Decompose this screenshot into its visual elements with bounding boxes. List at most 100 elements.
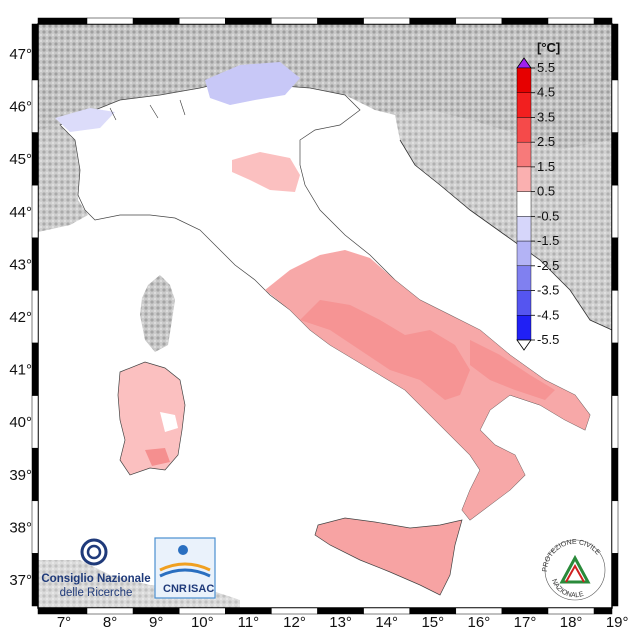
colorbar-segment (516, 141, 532, 168)
frame-scale-bars (31, 17, 619, 615)
adriatic-coast (399, 139, 612, 331)
latitude-tick-label: 41° (9, 362, 32, 379)
colorbar-label: 5.5 (537, 60, 555, 75)
longitude-tick-label: 17° (514, 614, 537, 631)
frame-bar-left (31, 237, 39, 291)
frame-bar-top (225, 17, 272, 25)
colorbar: [°C] 5.5 4.5 3.5 2.5 1.5 0.5 -0.5 -1.5 -2.5 -3.5 -… (516, 40, 560, 351)
colorbar-label: -5.5 (537, 332, 559, 347)
isac-isac-text: ISAC (188, 583, 214, 595)
lakes (109, 99, 186, 121)
longitude-tick-label: 9° (149, 614, 163, 631)
colorbar-segment (516, 92, 532, 118)
anomaly-south-core (300, 300, 470, 400)
colorbar-segment (516, 67, 532, 93)
frame-bar-right (611, 342, 619, 396)
colorbar-label: 0.5 (537, 184, 555, 199)
longitude-labels: 7° 8° 9° 10° 11° 12° 13° 14° 15° 16° 17° 18° 19° (57, 614, 629, 631)
frame-bar-left (31, 395, 39, 449)
frame-bar-right (611, 290, 619, 344)
frame-bar-top (409, 17, 457, 25)
sardinia-warm-spot (145, 448, 170, 466)
frame-bar-top (593, 17, 613, 25)
colorbar-label: 3.5 (537, 109, 555, 124)
frame-bar-left (31, 500, 39, 554)
isac-cnr-text: CNR (163, 583, 187, 595)
frame-bar-left (31, 553, 39, 607)
latitude-tick-label: 45° (9, 151, 32, 168)
sardinia (117, 361, 186, 476)
longitude-tick-label: 18° (560, 614, 583, 631)
frame-bar-left (31, 342, 39, 396)
cnr-logo: Consiglio Nazionale delle Ricerche (41, 538, 151, 599)
longitude-tick-label: 16° (468, 614, 491, 631)
cnr-name-line2: delle Ricerche (60, 587, 133, 599)
frame-bar-right (611, 500, 619, 554)
latitude-tick-label: 46° (9, 99, 32, 116)
latitude-tick-label: 44° (9, 204, 32, 221)
corsica-relief (140, 275, 175, 352)
anomaly-puglia (470, 340, 555, 400)
colorbar-segment (516, 117, 532, 143)
latitude-tick-label: 38° (9, 519, 32, 536)
frame-bar-top (317, 17, 364, 25)
longitude-tick-label: 7° (57, 614, 71, 631)
sardinia-white-spot (160, 412, 178, 432)
frame-bar-left (31, 132, 39, 186)
colorbar-label: 4.5 (537, 85, 555, 100)
anomaly-emilia (232, 152, 300, 192)
frame-bar-top (132, 17, 180, 25)
frame-bar-top (178, 17, 226, 25)
frame-bar-top (455, 17, 503, 25)
colorbar-segment (516, 290, 532, 316)
colorbar-under-arrow (516, 339, 532, 351)
colorbar-segment (516, 240, 532, 267)
frame-bar-right (611, 132, 619, 186)
sicily (314, 517, 463, 596)
colorbar-segment (516, 191, 532, 217)
frame-bar-right (611, 553, 619, 607)
alps-relief (38, 24, 612, 150)
longitude-tick-label: 12° (283, 614, 306, 631)
colorbar-label: -1.5 (537, 233, 559, 248)
colorbar-unit: [°C] (537, 40, 560, 55)
frame-bar-right (611, 237, 619, 291)
latitude-tick-label: 47° (9, 46, 32, 63)
frame-bar-top (86, 17, 134, 25)
colorbar-label: -3.5 (537, 283, 559, 298)
frame-bar-left (31, 79, 39, 133)
colorbar-segment (516, 166, 532, 192)
frame-bar-right (611, 395, 619, 449)
frame-bar-bottom (593, 607, 613, 615)
frame-bar-left (31, 184, 39, 239)
latitude-tick-label: 42° (9, 309, 32, 326)
frame-bar-right (611, 79, 619, 133)
colorbar-segment (516, 315, 532, 341)
france-relief (38, 125, 88, 232)
colorbar-label: -0.5 (537, 208, 559, 223)
balkans-relief (395, 110, 612, 330)
frame-bar-right (611, 447, 619, 502)
anomaly-alps (205, 62, 300, 105)
colorbar-label: -2.5 (537, 258, 559, 273)
frame-bar-left (31, 447, 39, 502)
frame-bar-top (547, 17, 595, 25)
colorbar-label: -4.5 (537, 307, 559, 322)
longitude-tick-label: 11° (238, 614, 260, 631)
frame-bar-left (31, 290, 39, 344)
longitude-tick-label: 15° (421, 614, 444, 631)
latitude-tick-label: 43° (9, 256, 32, 273)
cnr-name-line1: Consiglio Nazionale (41, 573, 150, 585)
frame-bar-top (501, 17, 549, 25)
longitude-tick-label: 14° (375, 614, 398, 631)
longitude-tick-label: 19° (606, 614, 629, 631)
colorbar-segment (516, 265, 532, 291)
longitude-tick-label: 13° (329, 614, 352, 631)
latitude-tick-label: 40° (9, 414, 32, 431)
isac-logo: CNR ISAC (154, 537, 216, 599)
frame-bar-top (363, 17, 410, 25)
frame-bar-right (611, 23, 619, 81)
frame-bar-top (271, 17, 318, 25)
longitude-tick-label: 10° (191, 614, 214, 631)
latitude-tick-label: 39° (9, 467, 32, 484)
